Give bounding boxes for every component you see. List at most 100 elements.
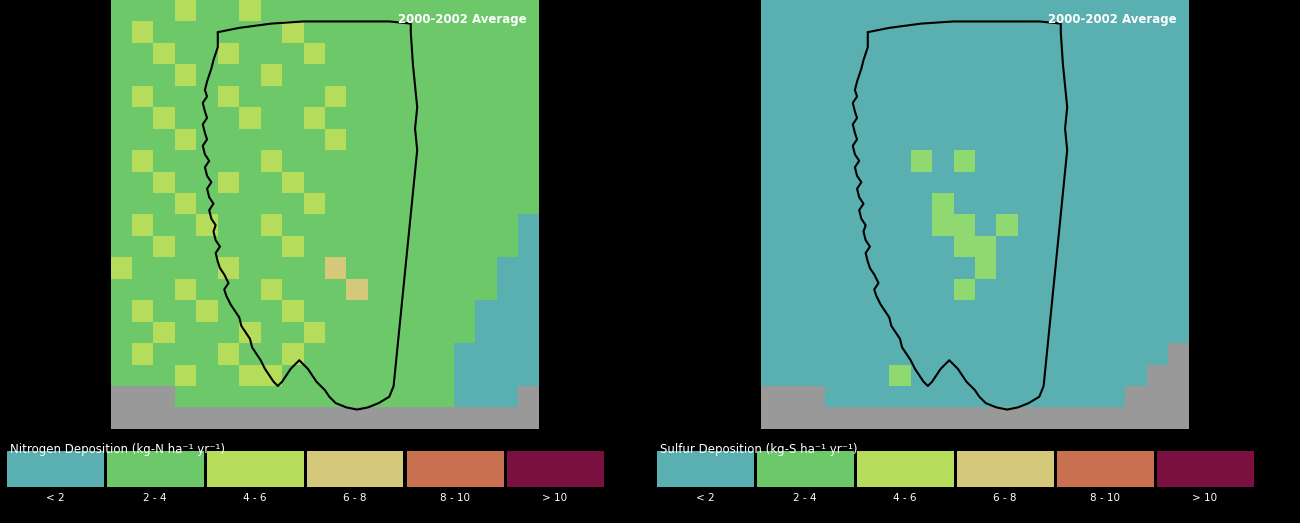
Bar: [1167, 150, 1190, 172]
Bar: [432, 172, 454, 193]
Bar: [133, 86, 153, 107]
Bar: [826, 343, 846, 365]
Bar: [1167, 236, 1190, 257]
Bar: [432, 193, 454, 214]
Bar: [760, 107, 783, 129]
Bar: [307, 451, 403, 487]
Bar: [325, 21, 346, 43]
Bar: [111, 43, 133, 64]
Bar: [1124, 407, 1147, 429]
Bar: [517, 150, 539, 172]
Bar: [368, 386, 389, 407]
Bar: [196, 343, 218, 365]
Bar: [133, 365, 153, 386]
Bar: [911, 386, 932, 407]
Bar: [454, 43, 474, 64]
Bar: [517, 0, 539, 21]
Bar: [497, 21, 517, 43]
Bar: [975, 279, 996, 300]
Bar: [497, 172, 517, 193]
Bar: [846, 150, 868, 172]
Bar: [954, 236, 975, 257]
Bar: [346, 279, 368, 300]
Bar: [911, 236, 932, 257]
Bar: [454, 150, 474, 172]
Bar: [196, 172, 218, 193]
Bar: [304, 107, 325, 129]
Bar: [1124, 257, 1147, 279]
Bar: [846, 193, 868, 214]
Bar: [803, 21, 826, 43]
Bar: [346, 43, 368, 64]
Bar: [1061, 236, 1082, 257]
Bar: [954, 86, 975, 107]
Text: > 10: > 10: [1192, 493, 1218, 503]
Bar: [868, 64, 889, 86]
Bar: [176, 279, 196, 300]
Bar: [497, 279, 517, 300]
Bar: [1124, 150, 1147, 172]
Bar: [346, 129, 368, 150]
Bar: [261, 129, 282, 150]
Bar: [368, 107, 389, 129]
Text: 4 - 6: 4 - 6: [893, 493, 916, 503]
Bar: [954, 214, 975, 236]
Bar: [911, 129, 932, 150]
Bar: [432, 343, 454, 365]
Bar: [1082, 86, 1104, 107]
Bar: [133, 107, 153, 129]
Bar: [497, 86, 517, 107]
Bar: [1104, 107, 1124, 129]
Bar: [325, 300, 346, 322]
Bar: [176, 365, 196, 386]
Bar: [1061, 407, 1082, 429]
Bar: [1082, 279, 1104, 300]
Bar: [1039, 236, 1061, 257]
Bar: [889, 407, 911, 429]
Bar: [1124, 300, 1147, 322]
Bar: [497, 129, 517, 150]
Bar: [454, 365, 474, 386]
Bar: [176, 64, 196, 86]
Bar: [868, 172, 889, 193]
Bar: [932, 236, 954, 257]
Bar: [517, 43, 539, 64]
Bar: [826, 0, 846, 21]
Bar: [111, 300, 133, 322]
Bar: [868, 129, 889, 150]
Bar: [1061, 64, 1082, 86]
Bar: [497, 365, 517, 386]
Bar: [346, 150, 368, 172]
Bar: [996, 300, 1018, 322]
Bar: [239, 365, 261, 386]
Bar: [1147, 172, 1167, 193]
Bar: [325, 129, 346, 150]
Bar: [411, 407, 432, 429]
Bar: [932, 257, 954, 279]
Bar: [757, 451, 854, 487]
Bar: [325, 86, 346, 107]
Bar: [954, 407, 975, 429]
Bar: [218, 407, 239, 429]
Bar: [389, 279, 411, 300]
Bar: [454, 21, 474, 43]
Bar: [783, 343, 803, 365]
Bar: [111, 214, 133, 236]
Bar: [1018, 214, 1039, 236]
Bar: [889, 107, 911, 129]
Bar: [389, 322, 411, 343]
Bar: [389, 343, 411, 365]
Bar: [783, 64, 803, 86]
Bar: [1167, 193, 1190, 214]
Bar: [454, 236, 474, 257]
Bar: [196, 193, 218, 214]
Bar: [868, 107, 889, 129]
Bar: [826, 236, 846, 257]
Bar: [760, 386, 783, 407]
Bar: [1039, 343, 1061, 365]
Bar: [932, 129, 954, 150]
Bar: [432, 257, 454, 279]
Bar: [153, 214, 176, 236]
Bar: [432, 43, 454, 64]
Bar: [954, 150, 975, 172]
